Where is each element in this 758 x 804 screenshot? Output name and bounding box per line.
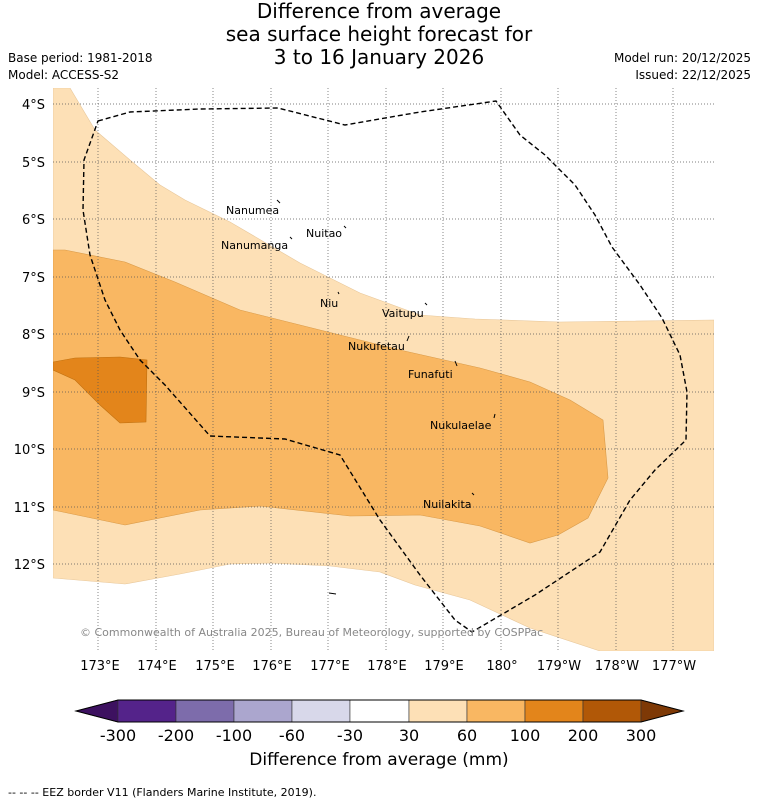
place-labels: Nanumea Nuitao Nanumanga Niu Vaitupu Nuk… [221, 204, 492, 511]
colorbar-tick: -60 [279, 726, 305, 745]
lon-label: 179°E [424, 659, 464, 674]
eez-legend-note: -- -- -- EEZ border V11 (Flanders Marine… [8, 786, 317, 799]
colorbar-segment [175, 699, 235, 723]
colorbar-outline [74, 699, 685, 723]
lon-label: 175°E [195, 659, 235, 674]
colorbar-extend-low [74, 699, 119, 723]
lon-label: 179°W [537, 659, 581, 674]
lat-label: 8°S [22, 328, 45, 343]
colorbar-segment [408, 699, 468, 723]
colorbar-tick: -200 [158, 726, 194, 745]
meta-right: Model run: 20/12/2025 Issued: 22/12/2025 [614, 50, 751, 84]
place-nanumanga: Nanumanga [221, 239, 288, 252]
place-nuitao: Nuitao [306, 227, 342, 240]
title-line-2: sea surface height forecast for [225, 22, 533, 46]
place-funafuti: Funafuti [408, 368, 453, 381]
lon-label: 177°W [652, 659, 696, 674]
colorbar-segment [466, 699, 526, 723]
issued-date: Issued: 22/12/2025 [635, 68, 751, 82]
lon-label: 178°E [367, 659, 407, 674]
colorbar-segment [582, 699, 642, 723]
colorbar-tick: 300 [626, 726, 657, 745]
lat-label: 7°S [22, 271, 45, 286]
colorbar-tick: 200 [568, 726, 599, 745]
title-line-1: Difference from average [256, 0, 502, 23]
lat-label: 12°S [14, 558, 45, 573]
lon-label: 178°W [595, 659, 639, 674]
lat-label: 5°S [22, 156, 45, 171]
colorbar-tick: 30 [399, 726, 419, 745]
lon-label: 176°E [252, 659, 292, 674]
anomaly-band-60-100 [53, 249, 609, 544]
lat-label: 6°S [22, 213, 45, 228]
place-vaitupu: Vaitupu [382, 307, 424, 320]
copyright-notice: © Commonwealth of Australia 2025, Bureau… [80, 626, 543, 639]
model-name: Model: ACCESS-S2 [8, 68, 120, 82]
colorbar-tick: 60 [457, 726, 477, 745]
graticule [53, 88, 714, 651]
colorbar-title: Difference from average (mm) [249, 750, 509, 770]
lon-label: 177°E [310, 659, 350, 674]
anomaly-band-100-200 [53, 356, 148, 424]
colorbar-tick: 100 [510, 726, 541, 745]
lon-label: 173°E [80, 659, 120, 674]
meta-left: Base period: 1981-2018 Model: ACCESS-S2 [8, 50, 153, 84]
island-markers [276, 199, 496, 595]
place-nukulaelae: Nukulaelae [430, 419, 492, 432]
colorbar-segment [117, 699, 177, 723]
colorbar-segment [233, 699, 293, 723]
lon-label: 180° [486, 659, 517, 674]
title-line-3: 3 to 16 January 2026 [273, 45, 485, 69]
model-run: Model run: 20/12/2025 [613, 51, 751, 65]
lat-label: 10°S [14, 443, 45, 458]
chart-title: Difference from average sea surface heig… [0, 0, 758, 69]
lon-label: 174°E [137, 659, 177, 674]
colorbar-extend-high [640, 699, 685, 723]
colorbar-tick: -100 [216, 726, 252, 745]
place-nukufetau: Nukufetau [348, 340, 405, 353]
eez-border [82, 100, 688, 633]
colorbar-segment [349, 699, 410, 723]
place-nanumea: Nanumea [226, 204, 279, 217]
colorbar-segment [524, 699, 584, 723]
anomaly-shading [53, 88, 714, 651]
latitude-labels: 4°S 5°S 6°S 7°S 8°S 9°S 10°S 11°S 12°S [14, 98, 45, 573]
place-niu: Niu [320, 297, 338, 310]
base-period: Base period: 1981-2018 [8, 51, 153, 65]
colorbar-tick: -300 [100, 726, 136, 745]
colorbar-tick: -30 [337, 726, 363, 745]
lat-label: 4°S [22, 98, 45, 113]
lat-label: 9°S [22, 386, 45, 401]
longitude-labels: 173°E 174°E 175°E 176°E 177°E 178°E 179°… [80, 659, 696, 674]
lat-label: 11°S [14, 501, 45, 516]
colorbar-segment [291, 699, 351, 723]
colorbar: -300 -200 -100 -60 -30 30 60 100 200 300 [74, 699, 685, 745]
place-nuilakita: Nuilakita [423, 498, 472, 511]
